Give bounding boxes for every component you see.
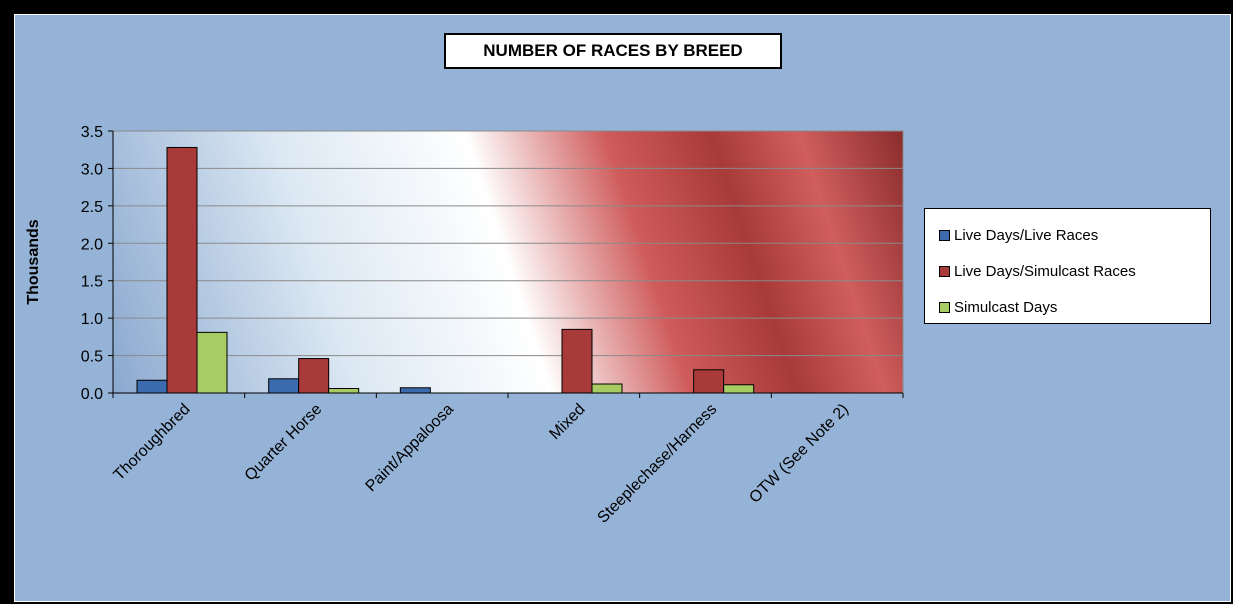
x-tick-labels: Thoroughbred Quarter Horse Paint/Appaloosa…: [111, 401, 852, 527]
chart-legend: Live Days/Live Races Live Days/Simulcast…: [924, 208, 1211, 324]
bar: [136, 379, 168, 394]
y-tick-label: 2.5: [81, 199, 103, 216]
x-tick-label: Steeplechase/Harness: [594, 401, 720, 527]
axes: [108, 130, 904, 398]
y-tick-label: 3.0: [81, 161, 103, 178]
x-tick-label: OTW (See Note 2): [746, 401, 852, 507]
x-tick-label: Mixed: [546, 401, 588, 443]
legend-item-simulcast-days: Simulcast Days: [939, 289, 1210, 325]
bar: [268, 378, 300, 394]
legend-item-live-races: Live Days/Live Races: [939, 217, 1210, 253]
y-tick-label: 1.0: [81, 311, 103, 328]
legend-swatch: [939, 229, 950, 241]
bar: [723, 384, 755, 394]
legend-swatch: [939, 265, 950, 277]
x-tick-label: Quarter Horse: [242, 401, 326, 485]
y-tick-label: 1.5: [81, 274, 103, 291]
bar: [166, 146, 198, 394]
legend-label: Simulcast Days: [954, 298, 1058, 316]
bar: [561, 328, 593, 394]
bar: [298, 358, 330, 394]
chart-title-text: NUMBER OF RACES BY BREED: [483, 41, 743, 60]
bars: [136, 146, 755, 394]
x-tick-label: Thoroughbred: [111, 401, 194, 484]
legend-label: Live Days/Simulcast Races: [954, 262, 1136, 280]
y-tick-label: 0.5: [81, 349, 103, 366]
legend-label: Live Days/Live Races: [954, 226, 1099, 244]
x-tick-label: Paint/Appaloosa: [363, 401, 457, 495]
plot-area: [113, 131, 903, 393]
bar: [196, 331, 228, 394]
bar: [591, 383, 623, 394]
gridlines: [113, 167, 903, 357]
legend-item-simulcast-races: Live Days/Simulcast Races: [939, 253, 1210, 289]
y-tick-label: 3.5: [81, 124, 103, 141]
legend-swatch: [939, 301, 950, 313]
bar: [328, 388, 360, 394]
y-axis-label-text: Thousands: [25, 219, 42, 305]
bar: [399, 387, 431, 394]
chart-title: NUMBER OF RACES BY BREED: [444, 33, 782, 69]
bar: [693, 369, 725, 394]
y-tick-label: 0.0: [81, 386, 103, 403]
y-tick-labels: 0.0 0.5 1.0 1.5 2.0 2.5 3.0 3.5: [81, 124, 103, 403]
y-tick-label: 2.0: [81, 236, 103, 253]
